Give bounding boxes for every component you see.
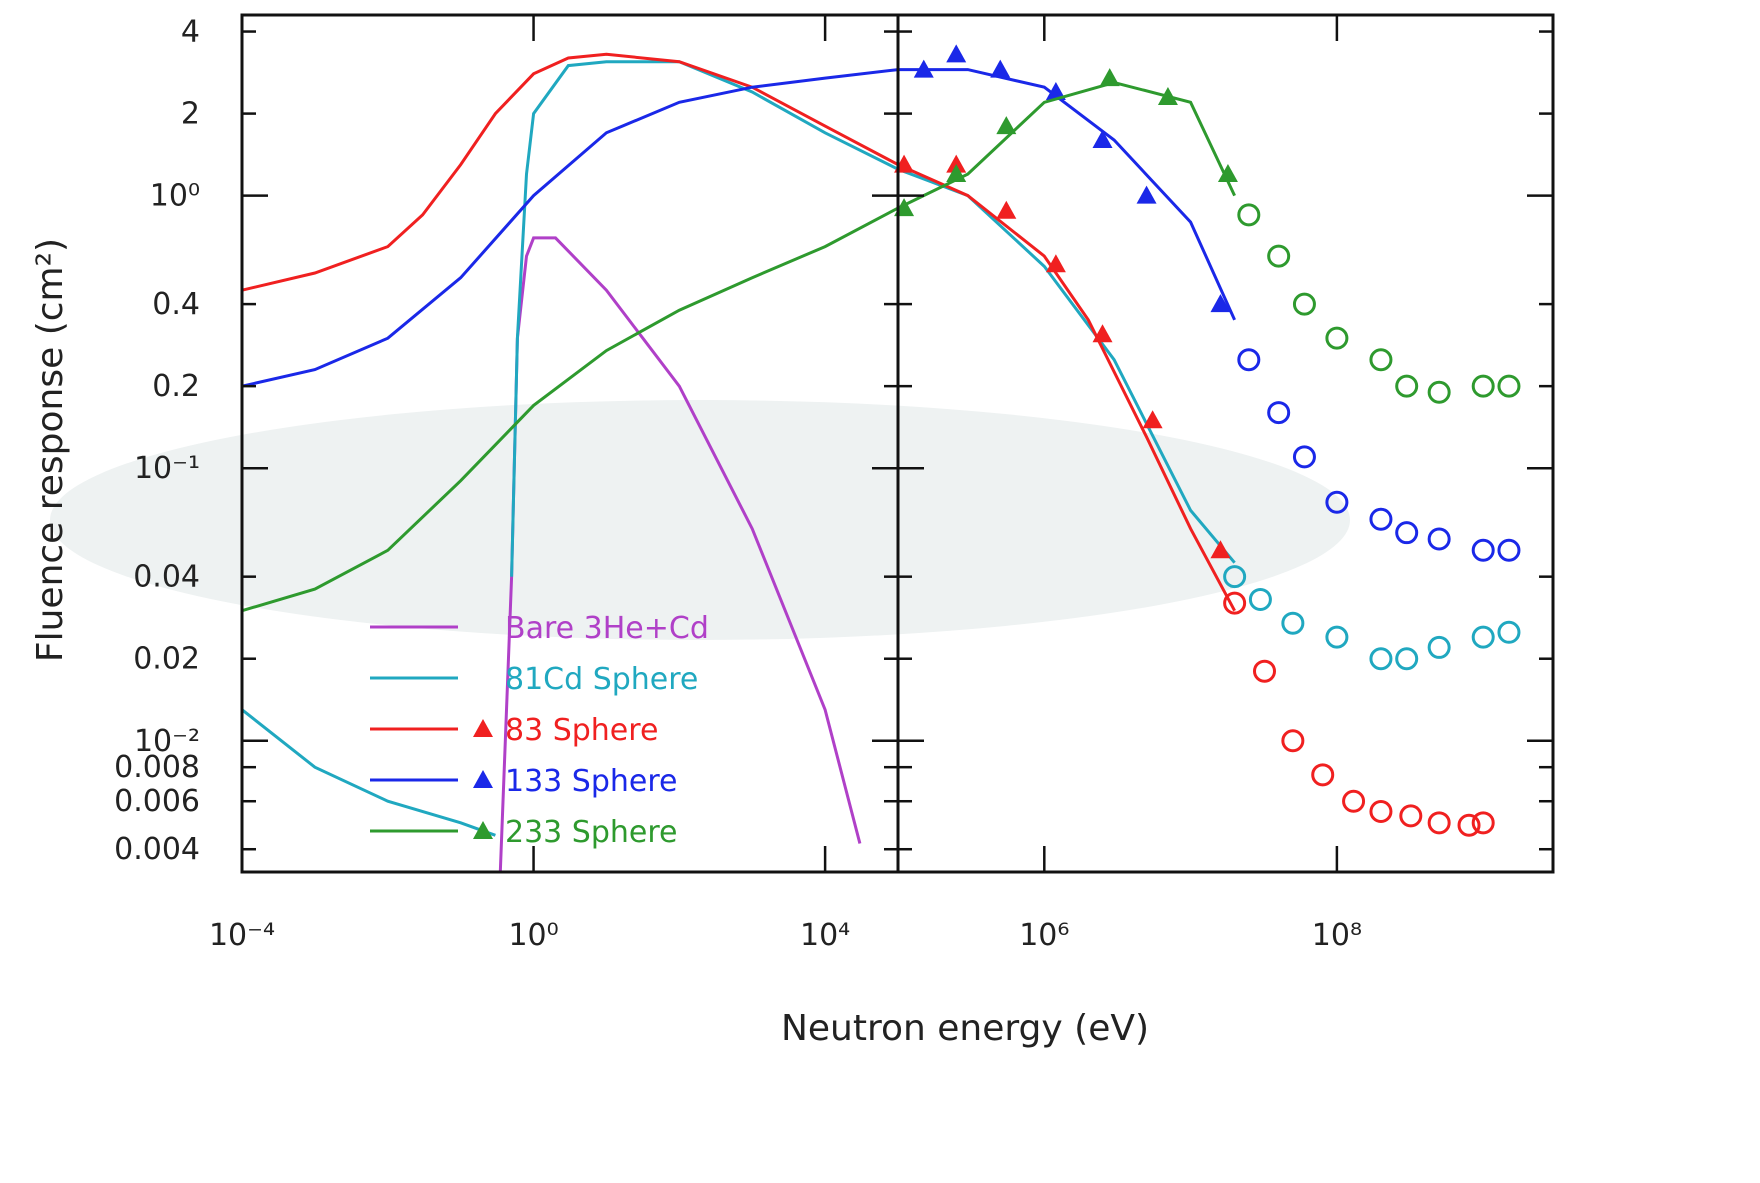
circle-marker [1292, 292, 1316, 316]
circle-marker [1369, 647, 1393, 671]
circle-marker [1237, 348, 1261, 372]
circle-marker [1281, 729, 1305, 753]
series-line [241, 52, 1236, 612]
y-tick-label: 2 [181, 97, 200, 132]
triangle-marker [1092, 130, 1113, 149]
circle-marker [1427, 811, 1451, 835]
watermark [50, 400, 1350, 640]
triangle-marker [913, 59, 934, 78]
y-tick-label: 10⁻² [134, 724, 200, 759]
x-tick-label: 10⁴ [800, 918, 850, 953]
circle-marker [1267, 401, 1291, 425]
legend-triangle [473, 821, 493, 839]
y-tick-label: 0.006 [114, 784, 200, 819]
x-tick-label: 10⁻⁴ [209, 918, 275, 953]
triangle-marker [1210, 294, 1231, 313]
triangle-marker [1099, 68, 1120, 87]
triangle-marker [946, 154, 967, 173]
circle-marker [1325, 625, 1349, 649]
circle-marker [1325, 490, 1349, 514]
triangle-marker [946, 44, 967, 63]
y-tick-label: 10⁰ [150, 179, 200, 214]
circle-marker [1281, 611, 1305, 635]
circle-marker [1497, 538, 1521, 562]
circle-marker [1325, 326, 1349, 350]
y-tick-label: 0.008 [114, 750, 200, 785]
series-line [241, 68, 1236, 388]
circle-marker [1342, 789, 1366, 813]
circle-marker [1223, 565, 1247, 589]
legend-triangle [473, 770, 493, 788]
y-axis-label: Fluence response (cm²) [30, 238, 71, 662]
triangle-marker [990, 59, 1011, 78]
y-tick-label: 10⁻¹ [134, 451, 200, 486]
y-tick-label: 0.2 [152, 369, 200, 404]
circle-marker [1427, 380, 1451, 404]
legend-label: 83 Sphere [505, 713, 658, 748]
circle-marker [1427, 527, 1451, 551]
circle-marker [1395, 374, 1419, 398]
circle-marker [1248, 587, 1272, 611]
legend-triangle [473, 719, 493, 737]
x-tick-label: 10⁰ [508, 918, 558, 953]
circle-marker [1471, 374, 1495, 398]
triangle-marker [1142, 410, 1163, 429]
circle-marker [1471, 811, 1495, 835]
y-tick-label: 0.02 [133, 642, 200, 677]
circle-marker [1471, 625, 1495, 649]
plot-area [241, 44, 1521, 873]
series-line [241, 60, 1236, 837]
circle-marker [1471, 538, 1495, 562]
triangle-marker [1217, 164, 1238, 183]
series-line [241, 80, 1236, 613]
legend-label: 81Cd Sphere [505, 662, 698, 697]
y-tick-label: 0.004 [114, 832, 200, 867]
triangle-marker [1045, 82, 1066, 101]
legend-label: Bare 3He+Cd [505, 611, 709, 646]
circle-marker [1395, 521, 1419, 545]
circle-marker [1399, 804, 1423, 828]
x-axis-label: Neutron energy (eV) [781, 1008, 1149, 1049]
circle-marker [1223, 591, 1247, 615]
legend-label: 133 Sphere [505, 764, 678, 799]
circle-marker [1237, 203, 1261, 227]
circle-marker [1497, 374, 1521, 398]
triangle-marker [946, 164, 967, 183]
circle-marker [1369, 507, 1393, 531]
triangle-marker [996, 200, 1017, 219]
triangle-marker [996, 116, 1017, 135]
y-tick-label: 0.4 [152, 287, 200, 322]
circle-marker [1427, 635, 1451, 659]
circle-marker [1292, 445, 1316, 469]
circle-marker [1253, 659, 1277, 683]
y-tick-label: 4 [181, 15, 200, 50]
x-tick-label: 10⁶ [1019, 918, 1069, 953]
triangle-marker [1045, 254, 1066, 273]
triangle-marker [1210, 540, 1231, 559]
legend-label: 233 Sphere [505, 815, 678, 850]
circle-marker [1457, 813, 1481, 837]
triangle-marker [1136, 185, 1157, 204]
circle-marker [1369, 800, 1393, 824]
circle-marker [1311, 763, 1335, 787]
triangle-marker [1092, 324, 1113, 343]
y-tick-label: 0.04 [133, 560, 200, 595]
circle-marker [1497, 620, 1521, 644]
x-tick-label: 10⁸ [1312, 918, 1362, 953]
circle-marker [1267, 244, 1291, 268]
circle-marker [1369, 348, 1393, 372]
circle-marker [1395, 647, 1419, 671]
triangle-marker [1157, 87, 1178, 106]
